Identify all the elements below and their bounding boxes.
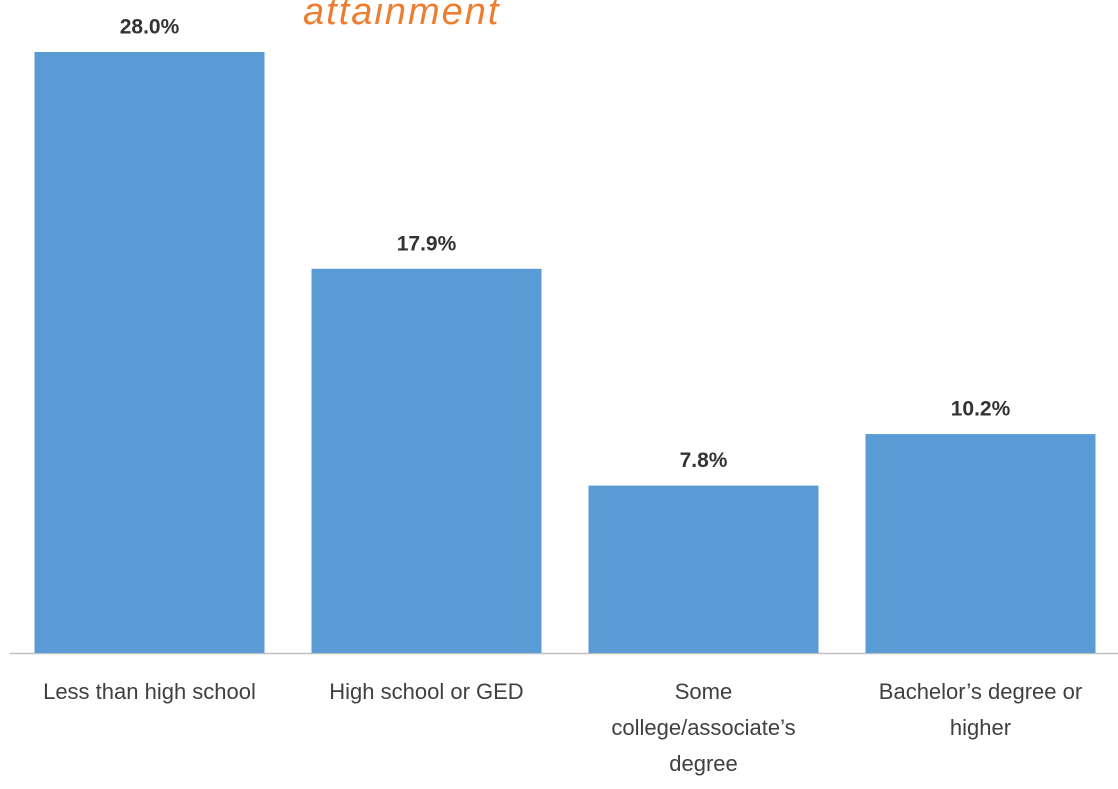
- bar: [865, 434, 1096, 653]
- bar: [34, 52, 265, 653]
- data-label: 7.8%: [680, 449, 728, 472]
- data-label: 28.0%: [120, 16, 180, 39]
- x-tick-label: High school or GED: [329, 679, 524, 704]
- chart-title: attainment: [303, 0, 500, 33]
- bar: [588, 485, 819, 653]
- x-tick-label: Some college/associate’s degree: [611, 679, 796, 776]
- x-tick-label: Less than high school: [43, 679, 256, 704]
- data-label: 10.2%: [951, 398, 1011, 421]
- x-tick-label: Bachelor’s degree or higher: [878, 679, 1083, 740]
- bar: [311, 268, 542, 653]
- data-label: 17.9%: [397, 232, 457, 255]
